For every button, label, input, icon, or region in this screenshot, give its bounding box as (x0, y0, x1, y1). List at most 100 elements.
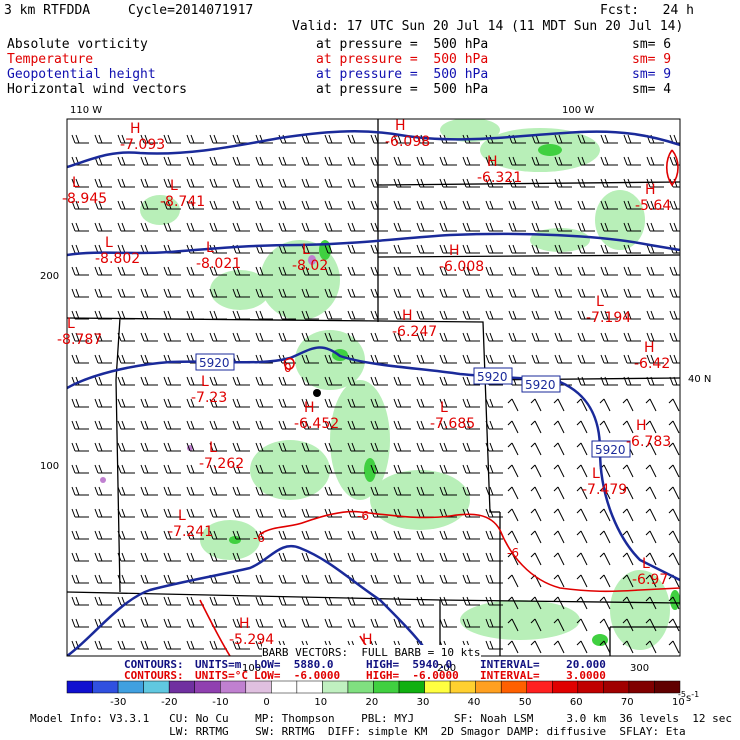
wind-barb (347, 618, 365, 628)
wind-barb (255, 486, 273, 496)
wind-barb (439, 420, 457, 430)
wind-barb (301, 618, 319, 628)
wind-barb (577, 156, 595, 166)
wind-barb (301, 552, 319, 562)
center-value-label: -6.452 (294, 416, 339, 432)
wind-barb (209, 442, 227, 452)
wind-barb (416, 288, 434, 298)
wind-barb (255, 310, 273, 320)
wind-barb (278, 178, 296, 188)
wind-barb (278, 310, 296, 320)
center-value-label: -7.479 (582, 482, 627, 498)
field-name-temperature: Temperature (7, 52, 94, 67)
wind-barb (278, 618, 296, 628)
wind-barb (347, 486, 365, 496)
wind-barb (186, 178, 204, 188)
wind-barb (554, 222, 572, 232)
center-type-label: L (440, 400, 448, 416)
wind-barb (117, 420, 135, 430)
wind-barb (301, 420, 319, 430)
wind-barb (645, 508, 657, 522)
wind-barb (646, 288, 664, 298)
wind-barb (600, 288, 618, 298)
wind-barb (599, 530, 611, 544)
wind-barb (508, 310, 526, 320)
center-type-label: L (178, 508, 186, 524)
wind-barb (140, 486, 158, 496)
wind-barb (232, 574, 250, 584)
wind-barb (462, 332, 480, 342)
wind-barb (71, 200, 89, 210)
wind-barb (232, 420, 250, 430)
wind-barb (94, 178, 112, 188)
wind-barb (278, 200, 296, 210)
wind-barb (531, 156, 549, 166)
center-value-label: -6.42 (634, 356, 670, 372)
wind-barb (347, 398, 365, 408)
wind-barb (669, 156, 680, 166)
wind-barb (324, 266, 342, 276)
wind-barb (576, 508, 588, 522)
wind-barb (393, 288, 411, 298)
wind-barb (324, 464, 342, 474)
wind-barb (278, 442, 296, 452)
wind-barb (623, 354, 641, 364)
wind-barb (668, 552, 680, 566)
wind-barb (393, 574, 411, 584)
wind-barb (163, 530, 181, 540)
wind-barb (186, 200, 204, 210)
wind-barb (301, 530, 319, 540)
wind-barb (117, 442, 135, 452)
wind-barb (186, 552, 204, 562)
wind-barb (232, 464, 250, 474)
colorbar-swatch (92, 680, 119, 694)
wind-barb (508, 156, 526, 166)
wind-barb (393, 486, 411, 496)
wind-barb (324, 354, 342, 364)
wind-barb (553, 464, 565, 478)
wind-barb (301, 332, 319, 342)
center-value-label: -6.321 (477, 170, 522, 186)
wind-barb (71, 178, 89, 188)
wind-barb (530, 530, 542, 544)
wind-barb (94, 486, 112, 496)
wind-barb (255, 530, 273, 540)
wind-barb (347, 442, 365, 452)
wind-barb (462, 178, 480, 188)
wind-barb (554, 244, 572, 254)
wind-barb (301, 200, 319, 210)
center-value-label: -7.262 (199, 456, 244, 472)
wind-barb (278, 222, 296, 232)
wind-barb (599, 574, 611, 588)
wind-barb (462, 376, 480, 386)
wind-barb (439, 178, 457, 188)
wind-barb (232, 178, 250, 188)
field-level-temperature: at pressure = 500 hPa (316, 52, 489, 67)
wind-barb (599, 640, 611, 654)
wind-barb (232, 596, 250, 606)
wind-barb (393, 332, 411, 342)
wind-barb (393, 464, 411, 474)
wind-barb (439, 266, 457, 276)
wind-barb (140, 508, 158, 518)
wind-barb (553, 530, 565, 544)
wind-barb (94, 266, 112, 276)
wind-barb (370, 486, 388, 496)
wind-barb (370, 398, 388, 408)
wind-barb (416, 200, 434, 210)
wind-barb (278, 420, 296, 430)
wind-barb (163, 552, 181, 562)
wind-barb (439, 398, 457, 408)
wind-barb (209, 156, 227, 166)
wind-barb (462, 486, 480, 496)
height-label: 5920 (199, 356, 230, 370)
wind-barb (94, 640, 112, 650)
wind-barb (645, 398, 657, 412)
height-label: 5920 (595, 443, 626, 457)
wind-barb (668, 486, 680, 500)
wind-barb (370, 464, 388, 474)
colorbar-tick-label: 20 (366, 697, 379, 708)
wind-barb (393, 134, 411, 144)
wind-barb (301, 310, 319, 320)
wind-barb (439, 574, 457, 584)
